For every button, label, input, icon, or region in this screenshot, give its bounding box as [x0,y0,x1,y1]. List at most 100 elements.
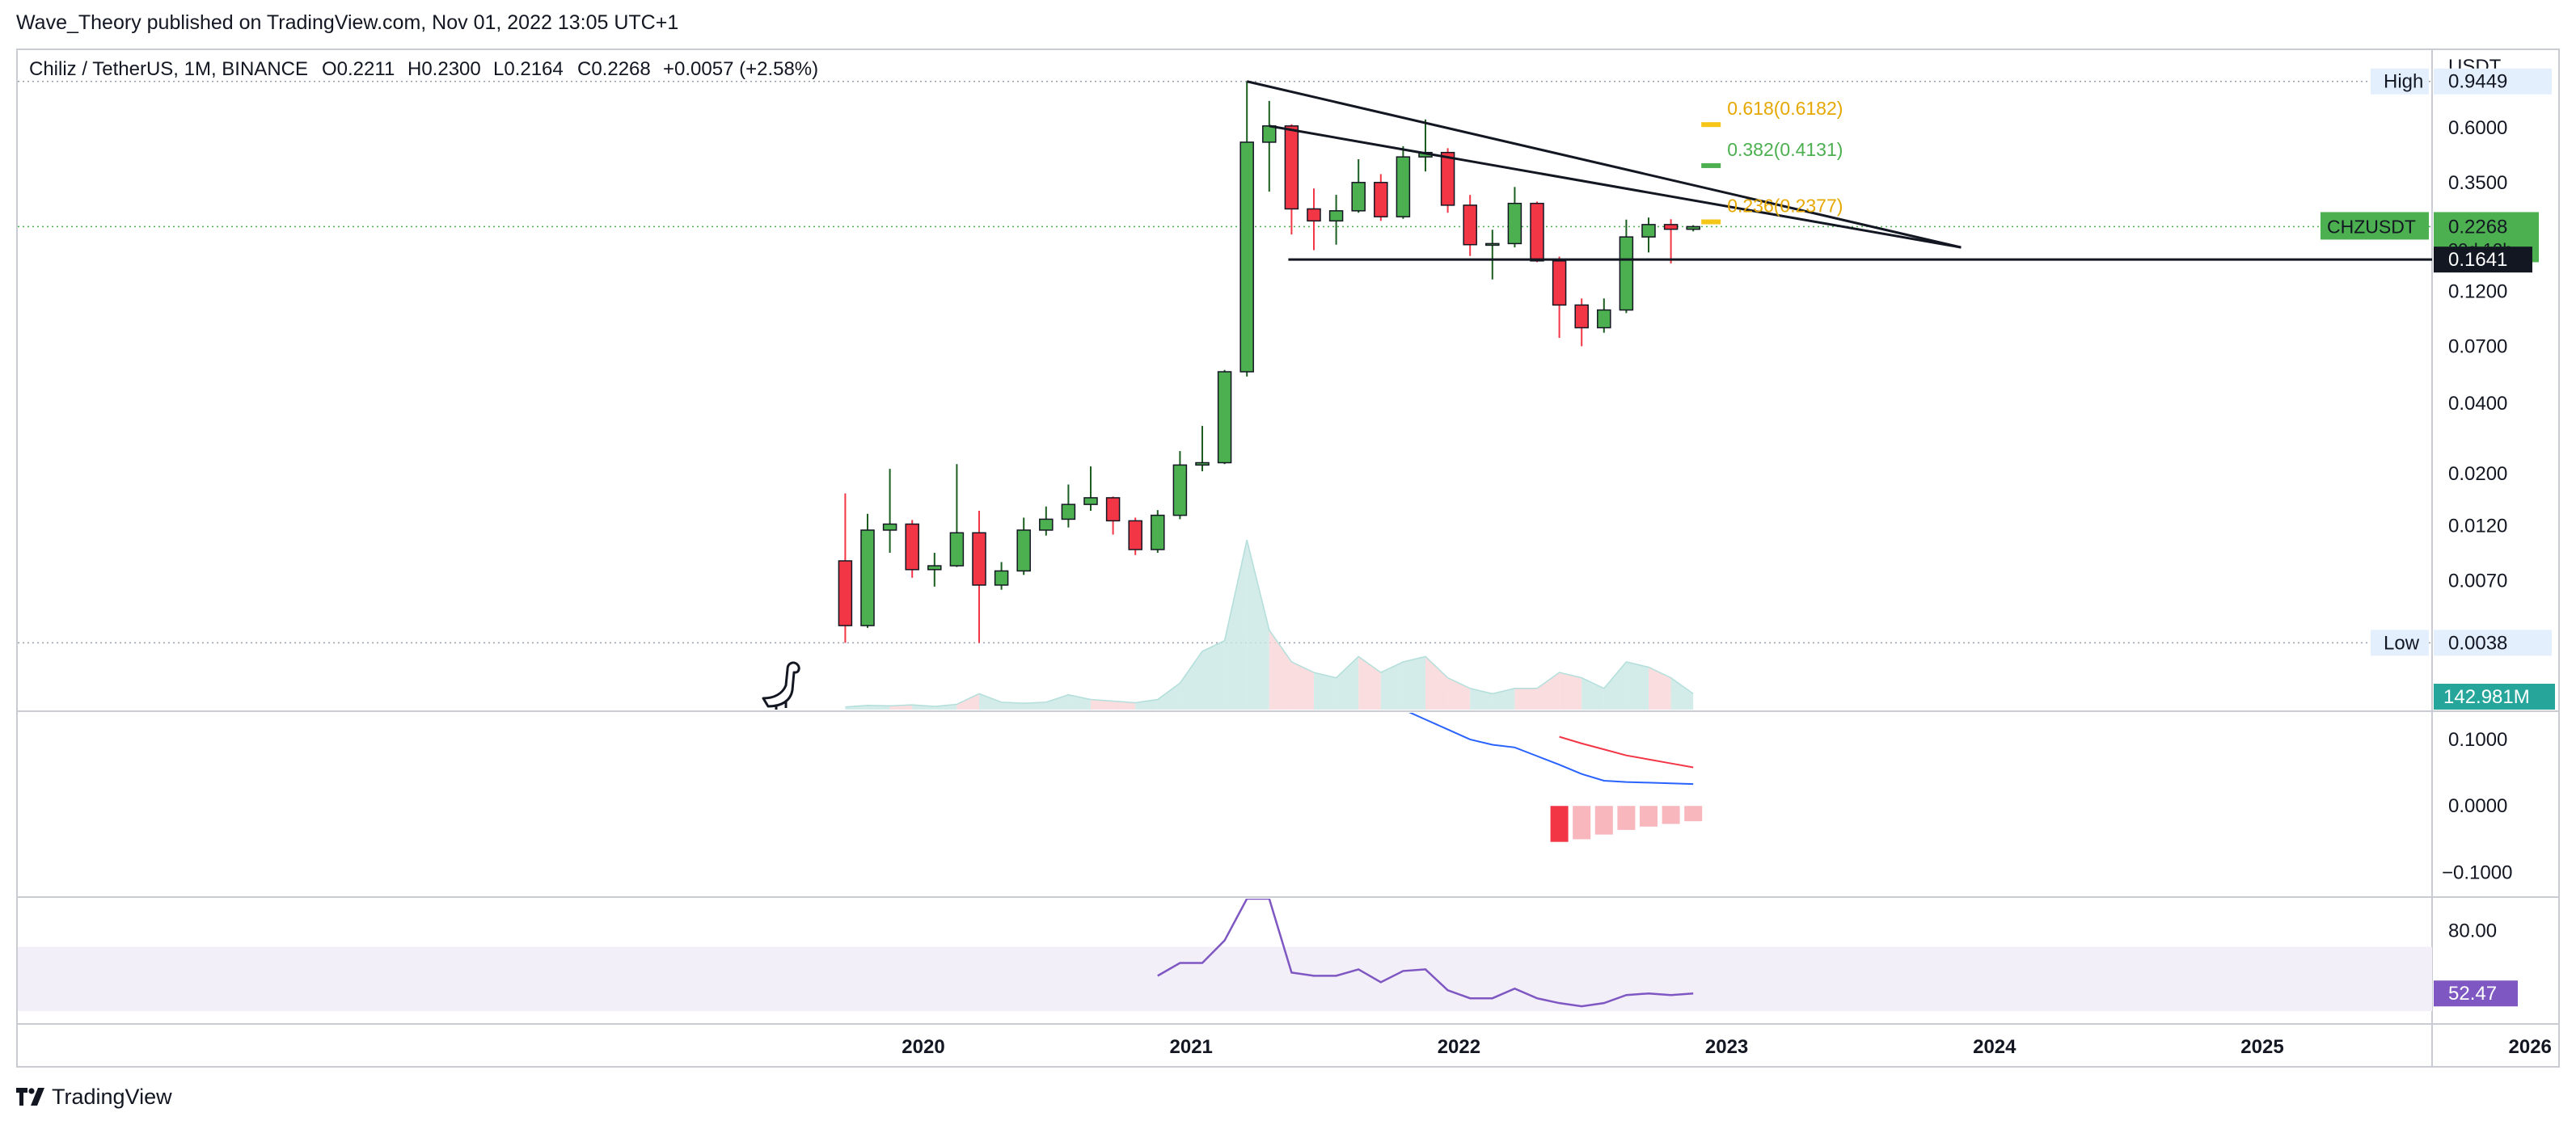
support-line-badge: 0.1641 [2434,246,2532,273]
candle-body [1351,182,1366,212]
rsi-pane[interactable] [18,899,2432,1012]
time-axis-tick: 2022 [1438,1036,1480,1058]
footer-brand-label: TradingView [52,1084,172,1109]
candle-body [1440,151,1455,206]
candle-body [1507,202,1522,245]
chart-frame[interactable]: 0.618(0.6182) 0.382(0.4131) 0.236(0.2377) … [16,48,2560,1068]
candle[interactable] [1686,225,1700,232]
footer-brand[interactable]: TradingView [16,1083,172,1110]
volume-area-segment [1291,661,1314,710]
candle-body [1128,520,1142,550]
fib-level-mark [1701,122,1721,128]
candle[interactable] [1641,217,1656,253]
candle[interactable] [1083,466,1098,512]
candle[interactable] [1574,298,1589,347]
macd-axis-tick: 0.1000 [2448,729,2507,751]
candle[interactable] [1262,100,1277,192]
volume-area-segment [934,704,957,710]
candle[interactable] [1172,451,1188,520]
volume-area-segment [1180,651,1202,710]
candle[interactable] [994,562,1009,590]
candle[interactable] [1619,219,1634,314]
fib-level-mark [1701,162,1721,168]
candle[interactable] [1418,119,1433,172]
candle[interactable] [1239,81,1254,377]
candle[interactable] [882,469,897,554]
fib-level-label: 0.618(0.6182) [1727,98,1843,119]
volume-area-segment [1247,540,1269,710]
fib-level[interactable]: 0.382(0.4131) [1701,139,1843,168]
candle-body [1151,514,1165,550]
candle-body [1105,497,1121,522]
candle[interactable] [1307,188,1321,251]
volume-area-segment [979,693,1002,710]
candle[interactable] [1552,256,1567,339]
volume-badge-bg [2434,684,2555,710]
rsi-badge: 52.47 [2434,980,2518,1007]
candle[interactable] [1663,219,1679,263]
trendline-1[interactable] [1246,80,1962,249]
price-axis-tick: 0.0120 [2448,516,2507,537]
candle-body [1172,464,1188,516]
volume-area-segment [1514,688,1537,710]
macd-histogram-bar [1594,806,1613,835]
candle[interactable] [1105,496,1121,535]
candle[interactable] [1463,195,1477,256]
candle-body [1530,202,1544,262]
candle-body [1016,529,1031,572]
drawings-layer[interactable]: 0.618(0.6182) 0.382(0.4131) 0.236(0.2377) [1246,80,2432,261]
time-axis-tick: 2025 [2240,1036,2283,1058]
symbol-badge-label: CHZUSDT [2327,216,2416,237]
candle[interactable] [1061,484,1076,528]
candle[interactable] [1128,517,1142,555]
candle[interactable] [1440,148,1455,213]
candle[interactable] [1284,124,1299,235]
candle[interactable] [949,464,965,567]
candle-body [1262,125,1277,143]
time-axis-tick: 2024 [1973,1036,2016,1058]
candle[interactable] [1328,195,1344,245]
fib-level[interactable]: 0.236(0.2377) [1701,196,1843,225]
volume-area-segment [1001,702,1024,710]
candle-body [1374,182,1388,217]
volume-area-segment [1603,661,1627,710]
candle[interactable] [1039,506,1054,536]
marker-tag [2371,68,2429,95]
volume-area-segment [1649,667,1671,710]
marker-label: High [2384,71,2423,93]
candle-body [1195,461,1210,466]
macd-pane[interactable] [1381,700,1703,842]
candle[interactable] [1217,369,1232,465]
candle[interactable] [1507,187,1522,248]
candle[interactable] [1374,174,1388,221]
volume-area-segment [1269,630,1292,710]
legend-high: H0.2300 [408,58,481,80]
candles-layer[interactable] [838,81,1700,643]
candle[interactable] [972,511,986,643]
fib-level-label: 0.382(0.4131) [1727,139,1843,160]
volume-area-segment [1403,656,1425,710]
price-axis-tick: 0.3500 [2448,172,2507,194]
candle-body [905,523,919,571]
rsi-badge-value: 52.47 [2448,983,2497,1005]
candle[interactable] [838,493,853,643]
candle[interactable] [1485,230,1500,280]
dino-mascot-icon[interactable] [762,661,800,710]
fib-level[interactable]: 0.618(0.6182) [1701,98,1843,128]
candle[interactable] [905,520,919,578]
candle-body [838,560,853,626]
candle[interactable] [1151,510,1165,554]
trendline-2[interactable] [1269,124,1962,249]
candle[interactable] [860,513,875,628]
candle[interactable] [1195,426,1210,472]
candle[interactable] [1351,158,1366,213]
time-axis-tick: 2021 [1170,1036,1213,1058]
macd-line [1408,713,1694,786]
candle[interactable] [1396,145,1411,219]
candle[interactable] [1530,201,1544,263]
trading-chart[interactable]: 0.618(0.6182)0.382(0.4131)0.236(0.2377) … [18,50,2558,1066]
tradingview-logo-icon [16,1088,44,1106]
candle[interactable] [1016,517,1031,575]
candle[interactable] [1597,298,1611,333]
candle[interactable] [927,553,942,587]
